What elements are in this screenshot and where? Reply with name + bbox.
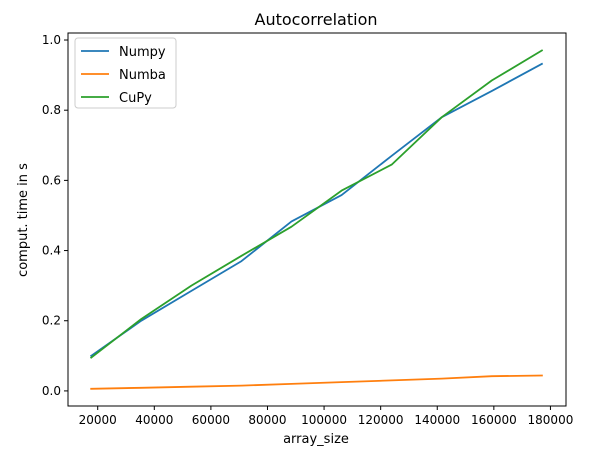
y-tick-label: 0.6 — [42, 173, 61, 187]
x-tick-label: 180000 — [528, 413, 574, 427]
legend-frame — [74, 37, 177, 109]
plot-frame — [67, 32, 567, 407]
series-line-cupy — [89, 49, 544, 359]
x-tick-label: 120000 — [358, 413, 404, 427]
legend: Numpy Numba CuPy — [74, 37, 177, 109]
y-axis-label: comput. time in s — [16, 163, 31, 277]
x-axis-label: array_size — [283, 432, 349, 447]
x-axis: 20000 40000 60000 80000 100000 120000 140000 16… — [79, 406, 574, 427]
chart-title: Autocorrelation — [255, 10, 378, 29]
plot-lines — [89, 49, 544, 390]
y-tick-label: 0.4 — [42, 244, 61, 258]
x-tick-label: 140000 — [414, 413, 460, 427]
legend-label-cupy: CuPy — [119, 91, 152, 106]
x-tick-label: 20000 — [79, 413, 117, 427]
y-tick-label: 0.8 — [42, 103, 61, 117]
x-tick-label: 100000 — [301, 413, 347, 427]
series-line-numba — [90, 374, 543, 390]
x-tick-label: 60000 — [192, 413, 230, 427]
y-tick-label: 1.0 — [42, 33, 61, 47]
y-tick-label: 0.2 — [42, 314, 61, 328]
y-tick-label: 0.0 — [42, 384, 61, 398]
legend-label-numba: Numba — [119, 68, 166, 83]
y-axis: 0.0 0.2 0.4 0.6 0.8 1.0 — [42, 33, 68, 398]
x-tick-label: 160000 — [471, 413, 517, 427]
x-tick-label: 80000 — [248, 413, 286, 427]
x-tick-label: 40000 — [135, 413, 173, 427]
legend-label-numpy: Numpy — [119, 45, 166, 60]
